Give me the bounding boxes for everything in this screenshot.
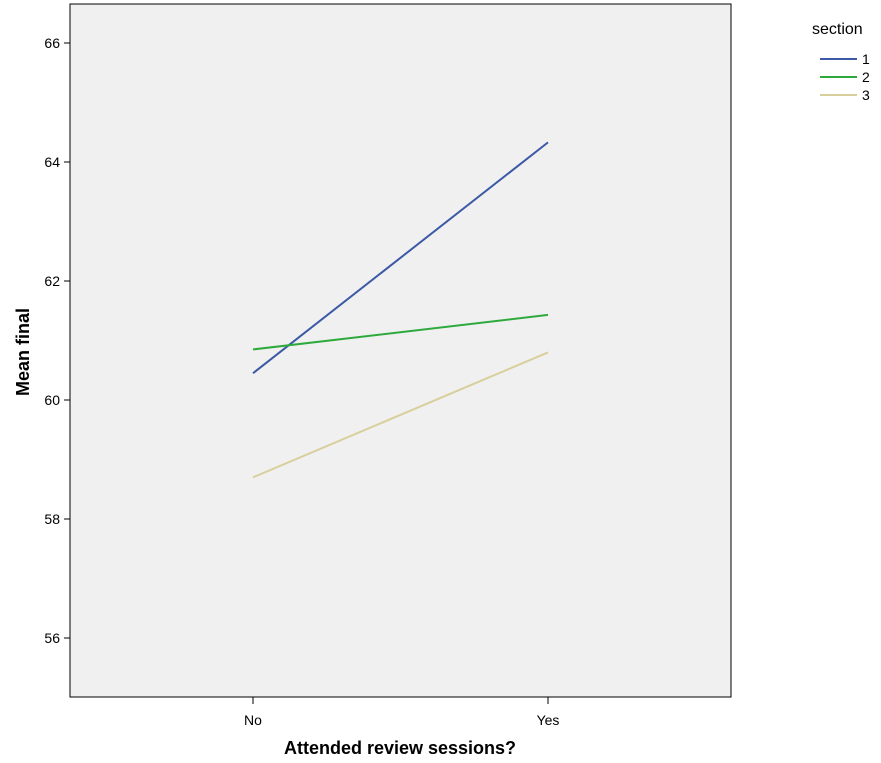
- y-tick-label: 66: [44, 35, 60, 51]
- series-line-2: [252, 313, 549, 351]
- x-axis-title: Attended review sessions?: [284, 738, 516, 758]
- legend-title: section: [812, 21, 863, 38]
- x-axis: No Yes: [244, 697, 559, 728]
- y-tick-label: 60: [44, 392, 60, 408]
- y-tick-label: 64: [44, 154, 60, 170]
- x-tick-label: Yes: [537, 712, 560, 728]
- y-tick-label: 56: [44, 630, 60, 646]
- series-line-3: [252, 351, 549, 479]
- plot-area: [69, 3, 732, 698]
- series-lines: [252, 141, 549, 479]
- y-tick-label: 62: [44, 273, 60, 289]
- x-tick-label: No: [244, 712, 262, 728]
- legend-label-3: 3: [862, 87, 870, 103]
- series-line-1: [252, 141, 549, 375]
- y-axis: 56 58 60 62 64 66: [44, 35, 70, 646]
- y-axis-title: Mean final: [13, 308, 33, 396]
- legend-label-2: 2: [862, 69, 870, 85]
- legend-label-1: 1: [862, 51, 870, 67]
- y-tick-label: 58: [44, 511, 60, 527]
- legend: section 1 2 3: [812, 21, 870, 103]
